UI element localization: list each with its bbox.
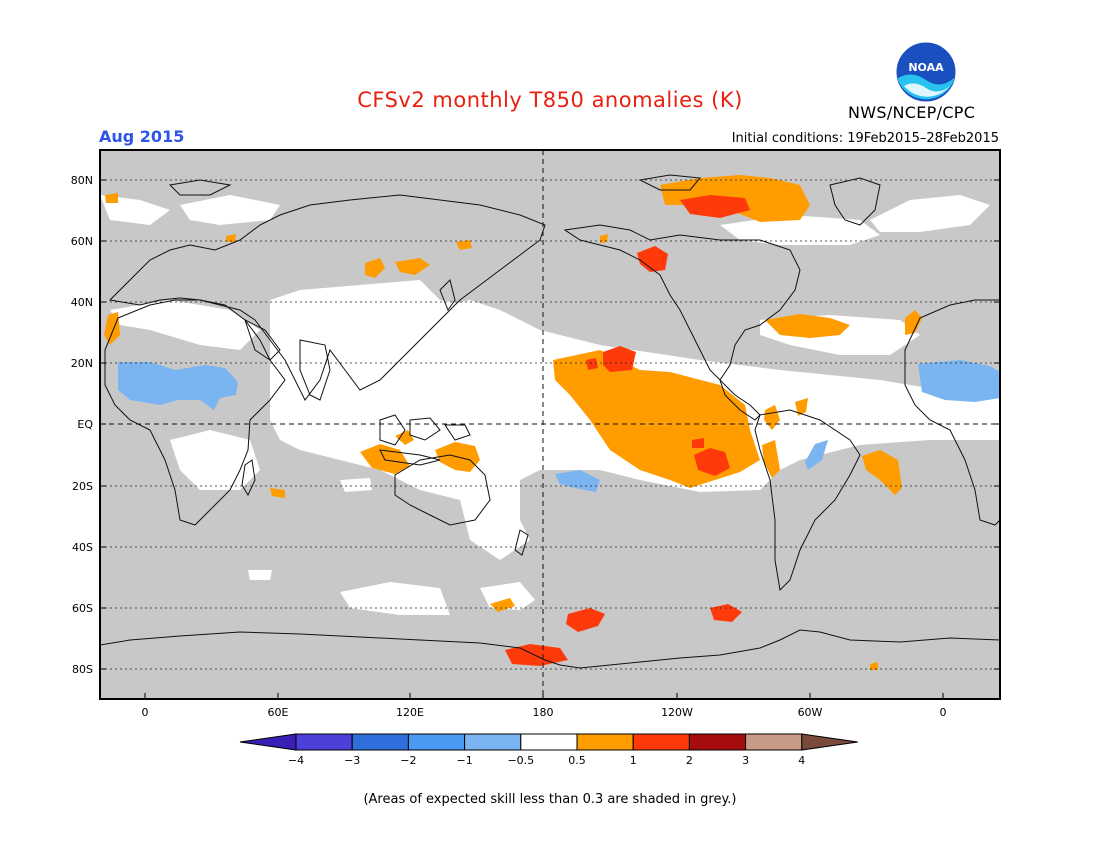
lon-label: 180 [533,706,554,719]
colorbar-swatch [464,733,522,751]
colorbar-label: 3 [742,754,749,767]
colorbar-label: 0.5 [568,754,586,767]
colorbar-swatch [576,733,634,751]
colorbar-swatch [688,733,747,751]
coastlines [100,174,1000,669]
colorbar-swatch [351,733,409,751]
grid-lines [100,179,1000,670]
equator-and-dateline [100,150,1000,699]
lon-label: 0 [940,706,947,719]
lon-label: 60E [268,706,289,719]
colorbar-swatch [295,733,353,751]
strong-warm-anomaly-regions [505,195,750,666]
lon-label: 120E [396,706,424,719]
colorbar-label: −4 [288,754,304,767]
colorbar-label: −2 [400,754,416,767]
colorbar-swatch [745,733,803,751]
lat-label: 20N [71,357,93,370]
noaa-logo-text: NOAA [908,61,944,74]
lat-labels: 80N 60N 40N 20N EQ 20S 40S 60S 80S [71,174,94,676]
lon-label: 0 [142,706,149,719]
colorbar-swatch [520,733,578,751]
lat-label: 80S [72,663,93,676]
colorbar-swatch [407,733,466,751]
colorbar-swatch [632,733,690,751]
lon-labels: 0 60E 120E 180 120W 60W 0 [142,706,947,719]
lat-label: EQ [77,418,93,431]
lat-label: 80N [71,174,93,187]
lat-label: 40N [71,296,93,309]
agency-label: NWS/NCEP/CPC [848,103,976,122]
initial-conditions: Initial conditions: 19Feb2015–28Feb2015 [731,131,999,146]
colorbar-arrow-right [801,733,858,751]
noaa-logo-icon: NOAA [895,41,957,103]
colorbar-label: 4 [798,754,805,767]
lat-label: 60S [72,602,93,615]
lon-label: 120W [661,706,693,719]
colorbar-label: 1 [630,754,637,767]
colorbar-label: 2 [686,754,693,767]
forecast-month: Aug 2015 [99,127,185,146]
map-ticks [100,179,1000,699]
colorbar-arrow-left [239,733,297,751]
lat-label: 20S [72,480,93,493]
cool-anomaly-regions [118,360,1000,492]
lon-label: 60W [798,706,823,719]
map-title: CFSv2 monthly T850 anomalies (K) [357,88,743,112]
lat-label: 40S [72,541,93,554]
skill-note: (Areas of expected skill less than 0.3 a… [363,792,737,807]
colorbar-label: −0.5 [507,754,534,767]
colorbar-label: −1 [456,754,472,767]
lat-label: 60N [71,235,93,248]
colorbar-label: −3 [344,754,360,767]
